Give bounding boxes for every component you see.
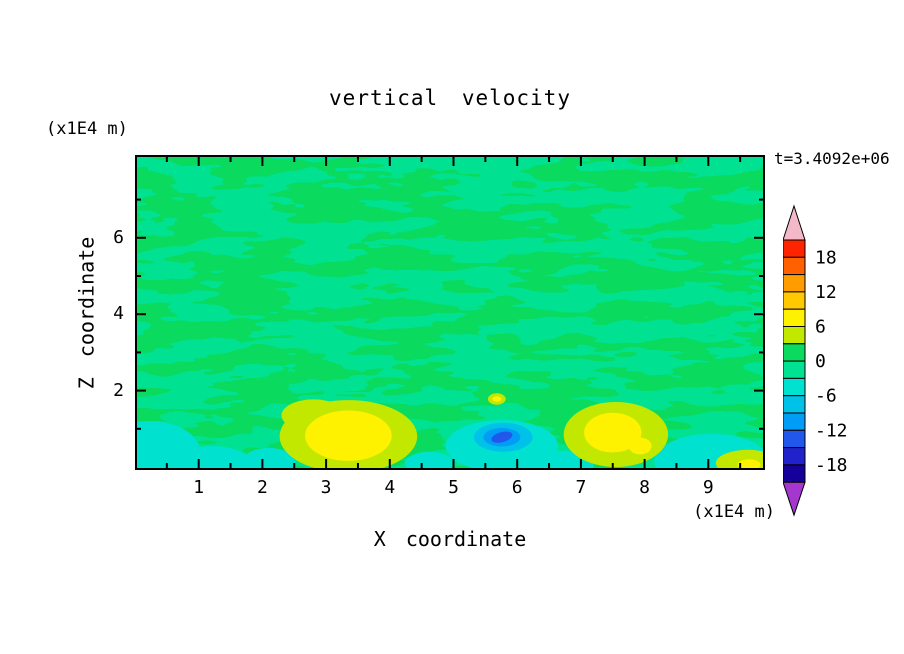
colorbar-tick-label: 12 (815, 282, 837, 303)
x-tick-label: 9 (702, 477, 714, 498)
colorbar-band (782, 429, 806, 449)
colorbar-svg: 18 12 6 0 -6 -12 -18 (782, 204, 848, 517)
chart-title: vertical velocity (329, 86, 571, 110)
colorbar-band (782, 291, 806, 310)
axis-ticks-layer (137, 157, 763, 468)
time-annotation: t=3.4092e+06 (774, 149, 890, 168)
plot-frame (135, 155, 765, 470)
x-tick-label: 8 (639, 477, 651, 498)
z-tick-label: 2 (113, 379, 124, 401)
colorbar-tick-label: 0 (815, 351, 826, 372)
x-tick-label: 1 (193, 477, 205, 498)
colorbar-band (782, 447, 806, 466)
contour-feature (628, 437, 652, 455)
colorbar-band (782, 326, 806, 345)
colorbar-over-arrow (782, 204, 806, 241)
colorbar-tick-label: 18 (815, 247, 837, 268)
colorbar-band (782, 464, 806, 483)
colorbar-band (782, 412, 806, 431)
x-axis-title: X coordinate (373, 527, 527, 551)
y-axis-units-label: (x1E4 m) (46, 119, 128, 139)
contour-feature (305, 410, 392, 461)
contour-feature (584, 412, 642, 453)
z-tick-label: 6 (113, 226, 124, 248)
colorbar: 18 12 6 0 -6 -12 -18 (782, 203, 853, 518)
contour-plot (101, 155, 780, 489)
colorbar-band (782, 239, 806, 258)
colorbar-band (782, 343, 806, 362)
x-tick-label: 4 (384, 477, 396, 498)
x-tick-label: 7 (575, 477, 587, 498)
colorbar-tick-label: -18 (815, 455, 848, 476)
plot-area (101, 155, 780, 489)
colorbar-tick-label: 6 (815, 317, 826, 338)
colorbar-band (782, 256, 806, 276)
colorbar-band (782, 308, 806, 327)
colorbar-band (782, 395, 806, 414)
contour-feature (737, 459, 761, 471)
colorbar-band (782, 377, 806, 397)
contour-mottle-texture (135, 155, 765, 470)
colorbar-tick-label: -6 (815, 386, 837, 407)
z-tick-label: 4 (113, 303, 124, 325)
colorbar-band (782, 274, 806, 293)
colorbar-tick-label: -12 (815, 420, 848, 441)
x-tick-label: 2 (256, 477, 268, 498)
x-axis-units-label: (x1E4 m) (693, 502, 775, 522)
x-tick-label: 5 (448, 477, 459, 498)
contour-feature (492, 396, 502, 402)
colorbar-under-arrow (782, 481, 806, 517)
colorbar-band (782, 360, 806, 379)
x-tick-label: 6 (511, 477, 523, 498)
contour-feature (491, 431, 513, 443)
x-tick-label: 3 (320, 477, 332, 498)
